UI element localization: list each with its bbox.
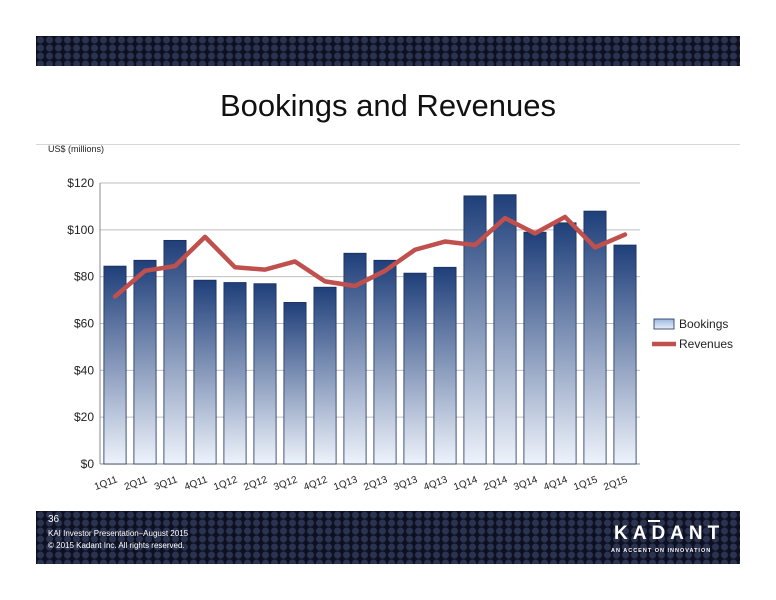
bookings-bar <box>433 266 457 465</box>
footer-copyright: © 2015 Kadant Inc. All rights reserved. <box>48 541 185 550</box>
bookings-bars <box>103 194 637 465</box>
kadant-logo: KADANT <box>614 523 725 544</box>
footer-band <box>36 511 740 564</box>
x-tick-label: 3Q12 <box>272 474 299 493</box>
slide: Bookings and Revenues US$ (millions) $0 $… <box>36 36 740 564</box>
legend-bookings-label: Bookings <box>679 317 728 331</box>
x-tick-label: 2Q13 <box>362 474 389 493</box>
title-divider <box>36 144 740 145</box>
bookings-bar <box>373 259 397 465</box>
x-tick-label: 2Q14 <box>482 474 509 493</box>
bookings-bar <box>283 302 307 465</box>
y-tick-label: $0 <box>81 457 95 471</box>
page-number: 36 <box>48 514 60 525</box>
kadant-tagline: AN ACCENT ON INNOVATION <box>611 548 712 554</box>
y-tick-label: $20 <box>74 410 94 424</box>
y-tick-label: $60 <box>74 317 94 331</box>
x-tick-label: 1Q13 <box>332 474 359 493</box>
x-tick-label: 4Q11 <box>183 474 209 493</box>
x-tick-label: 4Q14 <box>542 474 569 493</box>
header-band <box>36 36 740 66</box>
bookings-bar <box>553 222 577 465</box>
bookings-bar <box>193 279 217 465</box>
x-tick-label: 3Q14 <box>512 474 539 493</box>
units-label: US$ (millions) <box>48 144 105 154</box>
bookings-revenues-chart: $0$20$40$60$80$100$120 1Q11 2Q11 3Q11 4Q11 1… <box>67 176 733 493</box>
y-tick-label: $40 <box>74 363 94 377</box>
bookings-bar <box>613 244 637 465</box>
x-tick-label: 3Q13 <box>392 474 419 493</box>
gridlines <box>99 182 640 465</box>
x-tick-label: 1Q11 <box>93 474 119 493</box>
bookings-bar <box>343 252 367 465</box>
x-tick-label: 2Q11 <box>123 474 149 493</box>
x-tick-label: 2Q15 <box>602 474 629 493</box>
x-tick-label: 1Q15 <box>572 474 599 493</box>
revenues-series-line <box>112 214 628 299</box>
bookings-bar <box>583 210 607 465</box>
x-tick-label: 3Q11 <box>153 474 179 493</box>
legend-revenues-label: Revenues <box>679 337 733 351</box>
x-axis-ticks: 1Q11 2Q11 3Q11 4Q11 1Q12 2Q12 3Q12 4Q12 1Q13 2Q13… <box>93 474 629 493</box>
bookings-bar <box>223 282 247 465</box>
x-tick-label: 4Q12 <box>302 474 329 493</box>
logo-macron <box>648 520 660 522</box>
legend-bookings-swatch <box>653 318 675 330</box>
bookings-bar <box>313 286 337 465</box>
x-tick-label: 4Q13 <box>422 474 449 493</box>
bookings-bar <box>403 272 427 465</box>
revenues-line <box>112 214 628 299</box>
y-axis-ticks: $0 $20 $40 $60 $80 $100 $120 <box>67 176 94 471</box>
x-tick-label: 1Q14 <box>452 474 479 493</box>
bookings-bar <box>163 239 187 465</box>
y-tick-label: $80 <box>74 270 94 284</box>
x-tick-label: 1Q12 <box>212 474 239 493</box>
bookings-bar <box>493 194 517 465</box>
footer-presentation-line: KAI Investor Presentation–August 2015 <box>48 529 189 538</box>
x-tick-label: 2Q12 <box>242 474 269 493</box>
chart-legend: Bookings Revenues <box>652 317 733 351</box>
bookings-bar <box>463 195 487 465</box>
bookings-bar <box>103 265 127 465</box>
bookings-bar <box>523 231 547 465</box>
bookings-bar <box>133 259 157 465</box>
y-tick-label: $100 <box>67 223 94 237</box>
slide-title: Bookings and Revenues <box>219 88 557 123</box>
y-tick-label: $120 <box>67 176 94 190</box>
bookings-bar <box>253 283 277 465</box>
